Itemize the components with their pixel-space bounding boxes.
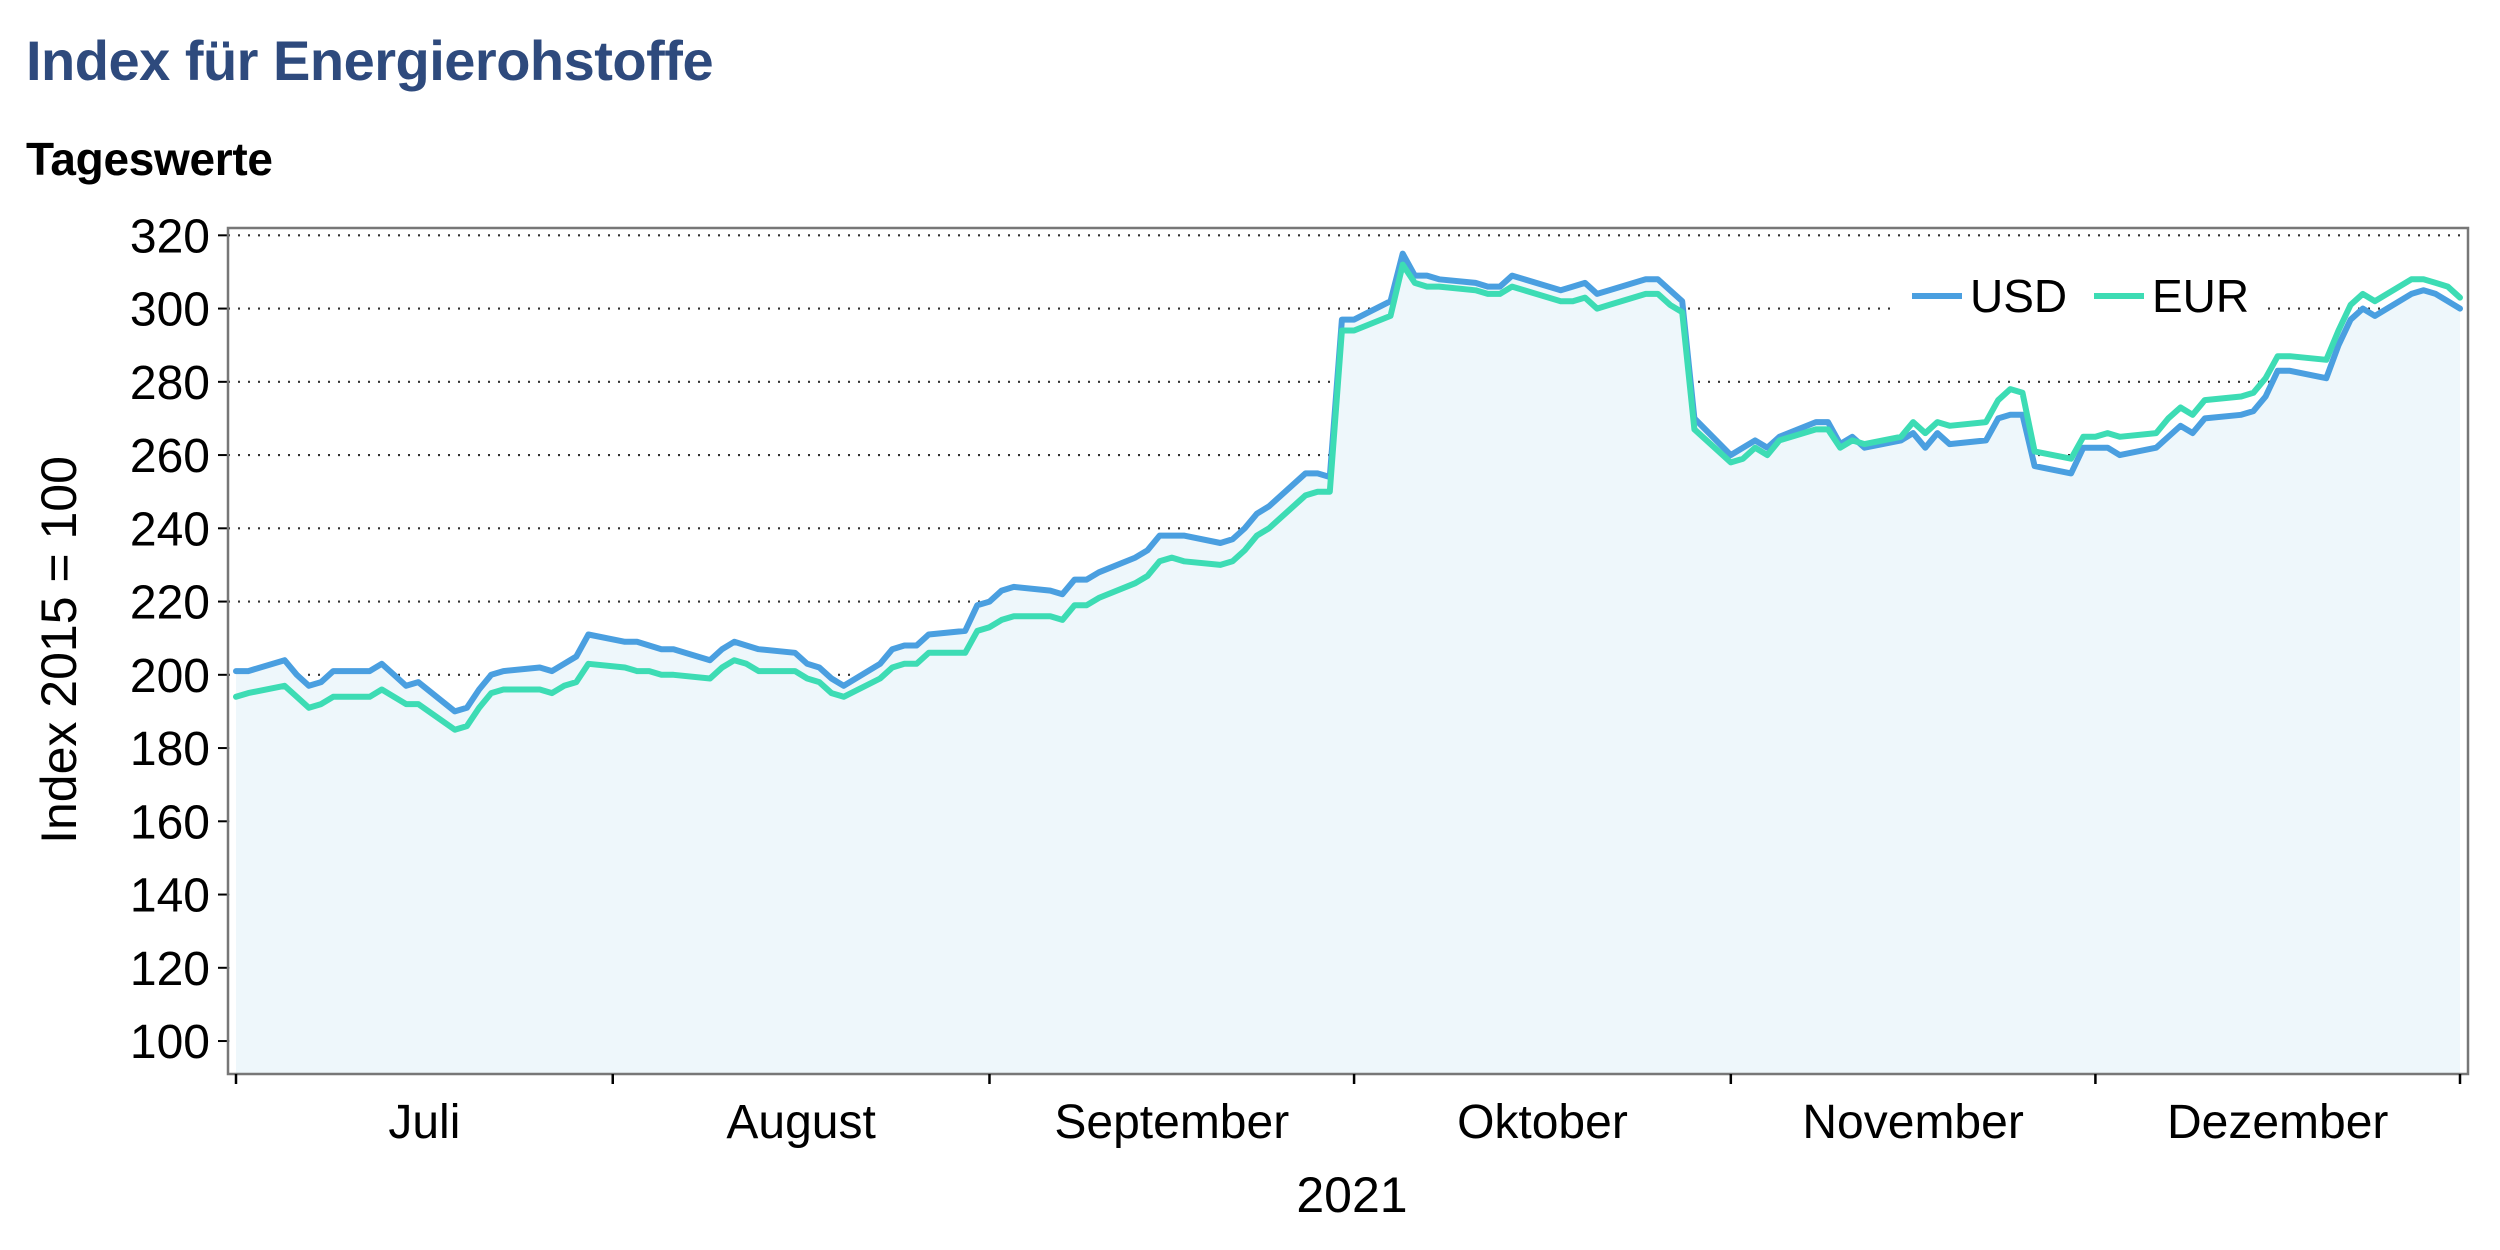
y-tick-label: 120 [130,943,210,996]
legend-label-eur: EUR [2152,270,2249,322]
plot-frame [226,226,2470,1076]
x-axis-label: 2021 [1296,1167,1407,1223]
x-tick-label: September [1054,1096,1289,1149]
y-tick-label: 100 [130,1016,210,1069]
x-tick-label: Oktober [1457,1096,1628,1149]
y-tick-label: 260 [130,430,210,483]
x-tick-label: August [726,1096,875,1149]
y-tick-label: 140 [130,870,210,923]
y-tick-label: 320 [130,210,210,263]
chart-subtitle: Tageswerte [26,133,273,185]
y-tick-label: 200 [130,650,210,703]
y-tick-label: 300 [130,284,210,337]
y-tick-label: 220 [130,577,210,630]
y-axis-label: Index 2015 = 100 [31,456,87,844]
chart-title: Index für Energierohstoffe [26,29,714,92]
y-tick-label: 160 [130,796,210,849]
x-tick-label: November [1802,1096,2023,1149]
x-tick-label: Juli [388,1096,460,1149]
y-tick-label: 280 [130,357,210,410]
y-tick-label: 240 [130,503,210,556]
legend: USD EUR [1912,270,2249,322]
area-fill-usd [236,253,2460,1075]
legend-label-usd: USD [1970,270,2067,322]
series-layer [233,250,2463,733]
axes: 100 120 140 160 180 200 220 240 260 280 300 320 Juli… [130,210,2470,1149]
y-tick-label: 180 [130,723,210,776]
series-line-eur [233,261,2463,733]
series-line-usd [233,250,2463,715]
area-fill-layer [236,253,2460,1075]
x-tick-label: Dezember [2167,1096,2388,1149]
